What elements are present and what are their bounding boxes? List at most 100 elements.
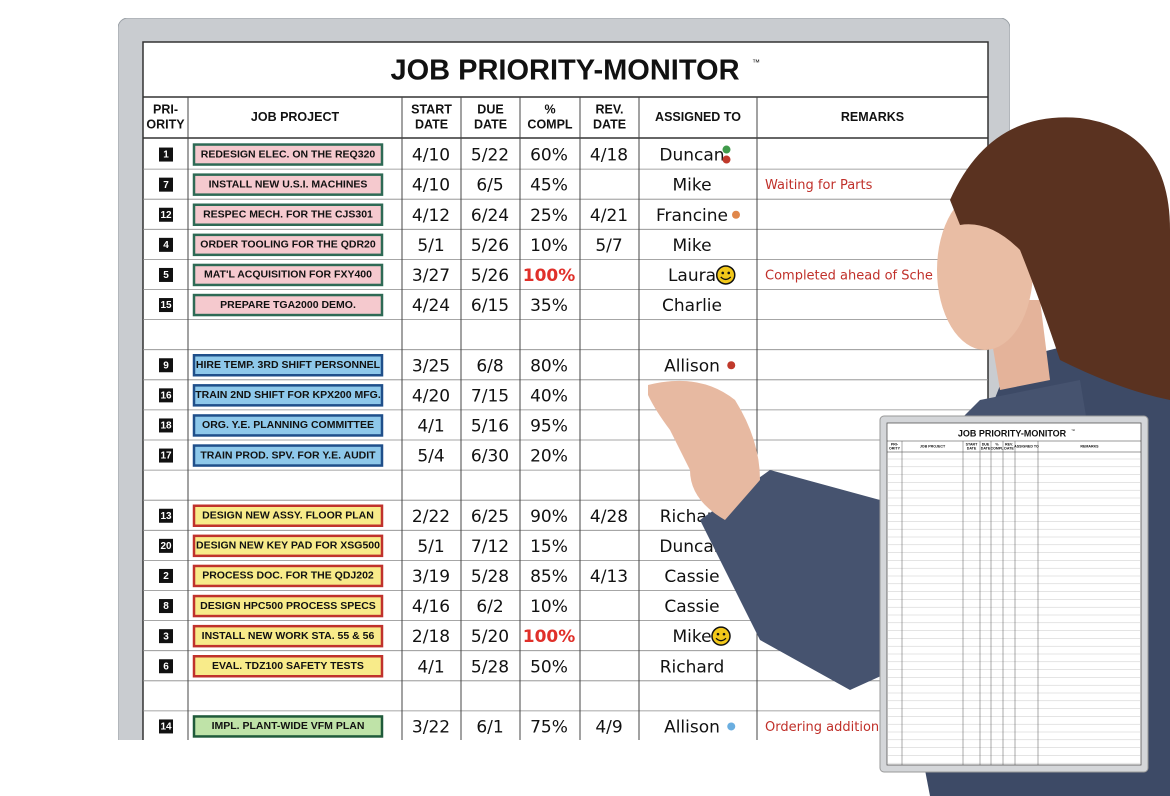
priority: 3 [163,631,169,642]
column-header: COMPL [527,117,573,131]
inset-header: COMPL [991,446,1005,450]
job: PROCESS DOC. FOR THE QDJ202 [202,570,374,582]
assigned: Allison [664,717,720,737]
job: RESPEC MECH. FOR THE CJS301 [203,209,373,221]
job-label [192,594,384,618]
compl: 25% [530,206,568,226]
priority-box [159,719,173,734]
job: IMPL. PLANT-WIDE VFM PLAN [212,720,365,732]
column-header: JOB PROJECT [251,110,340,124]
priority-box [159,629,173,644]
priority-box [159,388,173,403]
status-dot [732,210,740,219]
priority-box [159,508,173,523]
hand [648,380,760,520]
rev: 4/21 [590,206,628,226]
column-header: DATE [593,117,626,131]
rev: 4/28 [590,507,628,527]
status-dot [722,145,731,154]
start: 3/27 [412,266,450,286]
due: 5/22 [471,146,509,166]
start: 2/22 [412,507,450,527]
priority-box [159,147,173,162]
smiley [716,265,736,285]
column-header: DUE [477,102,503,116]
job: INSTALL NEW U.S.I. MACHINES [209,178,368,190]
assigned: Duncan [659,537,724,557]
job: EVAL. TDZ100 SAFETY TESTS [212,660,364,672]
start: 4/1 [417,416,444,436]
assigned: Laura [668,266,716,286]
column-header: REMARKS [841,110,904,124]
job: TRAIN 2ND SHIFT FOR KPX200 MFG. [195,389,381,401]
inset-header: REV. [1005,442,1013,446]
assigned: Duncan [659,146,724,166]
smiley [711,626,731,646]
priority-box [159,358,173,373]
priority-box [159,599,173,614]
job: DESIGN HPC500 PROCESS SPECS [200,600,376,612]
priority-box [159,177,173,192]
inset-header: ORITY [889,446,901,450]
priority: 14 [160,722,172,733]
start: 5/1 [417,236,444,256]
job-label [192,173,384,196]
inset-header: % [995,442,999,446]
assigned: Cassie [664,567,719,587]
compl: 10% [530,236,568,256]
column-header: % [544,102,555,116]
job: TRAIN PROD. SPV. FOR Y.E. AUDIT [200,449,376,461]
due: 7/12 [471,537,509,557]
due: 6/2 [476,597,503,617]
compl: 20% [530,447,568,467]
column-header: DATE [415,117,448,131]
due: 6/25 [471,507,509,527]
assigned: Charlie [662,296,722,316]
hair [950,117,1170,401]
job-label [192,414,384,437]
job-label [192,624,384,648]
priority: 18 [160,421,172,432]
priority-box [159,237,173,252]
smiley-eye [727,271,731,275]
due: 6/24 [471,206,509,226]
priority-box [159,538,173,553]
priority-box [159,659,173,674]
column-header: REV. [595,102,623,116]
column-header: ASSIGNED TO [655,110,741,124]
assigned: Richard [660,657,725,677]
compl: 75% [530,717,568,737]
job-label [192,564,384,588]
inset-header: ASSIGNED TO [1014,444,1039,448]
job-label [192,143,384,166]
column-header: PRI- [153,102,178,116]
assigned: Mike [672,627,711,647]
job-label [192,293,384,317]
job-label [192,444,384,467]
start: 4/12 [412,206,450,226]
due: 5/28 [471,657,509,677]
inset-title: JOB PRIORITY-MONITOR [958,428,1067,438]
priority-box [159,267,173,282]
inset-header: DUE [982,442,990,446]
compl: 95% [530,416,568,436]
column-header: ORITY [146,117,185,131]
start: 4/16 [412,597,450,617]
job: MAT'L ACQUISITION FOR FXY400 [204,269,372,281]
start: 5/4 [417,447,444,467]
smiley-eye [721,271,725,275]
rev: 4/18 [590,146,628,166]
job: ORDER TOOLING FOR THE QDR20 [200,239,376,251]
smiley-eye [722,632,726,636]
job-label [192,203,384,226]
priority: 9 [163,360,169,371]
due: 5/16 [471,416,509,436]
job: REDESIGN ELEC. ON THE REQ320 [201,148,376,160]
compl: 45% [530,176,568,196]
job-label [192,233,384,257]
job-label [192,263,384,287]
due: 6/8 [476,356,503,376]
inset-header: START [966,442,979,446]
priority-box [159,418,173,433]
